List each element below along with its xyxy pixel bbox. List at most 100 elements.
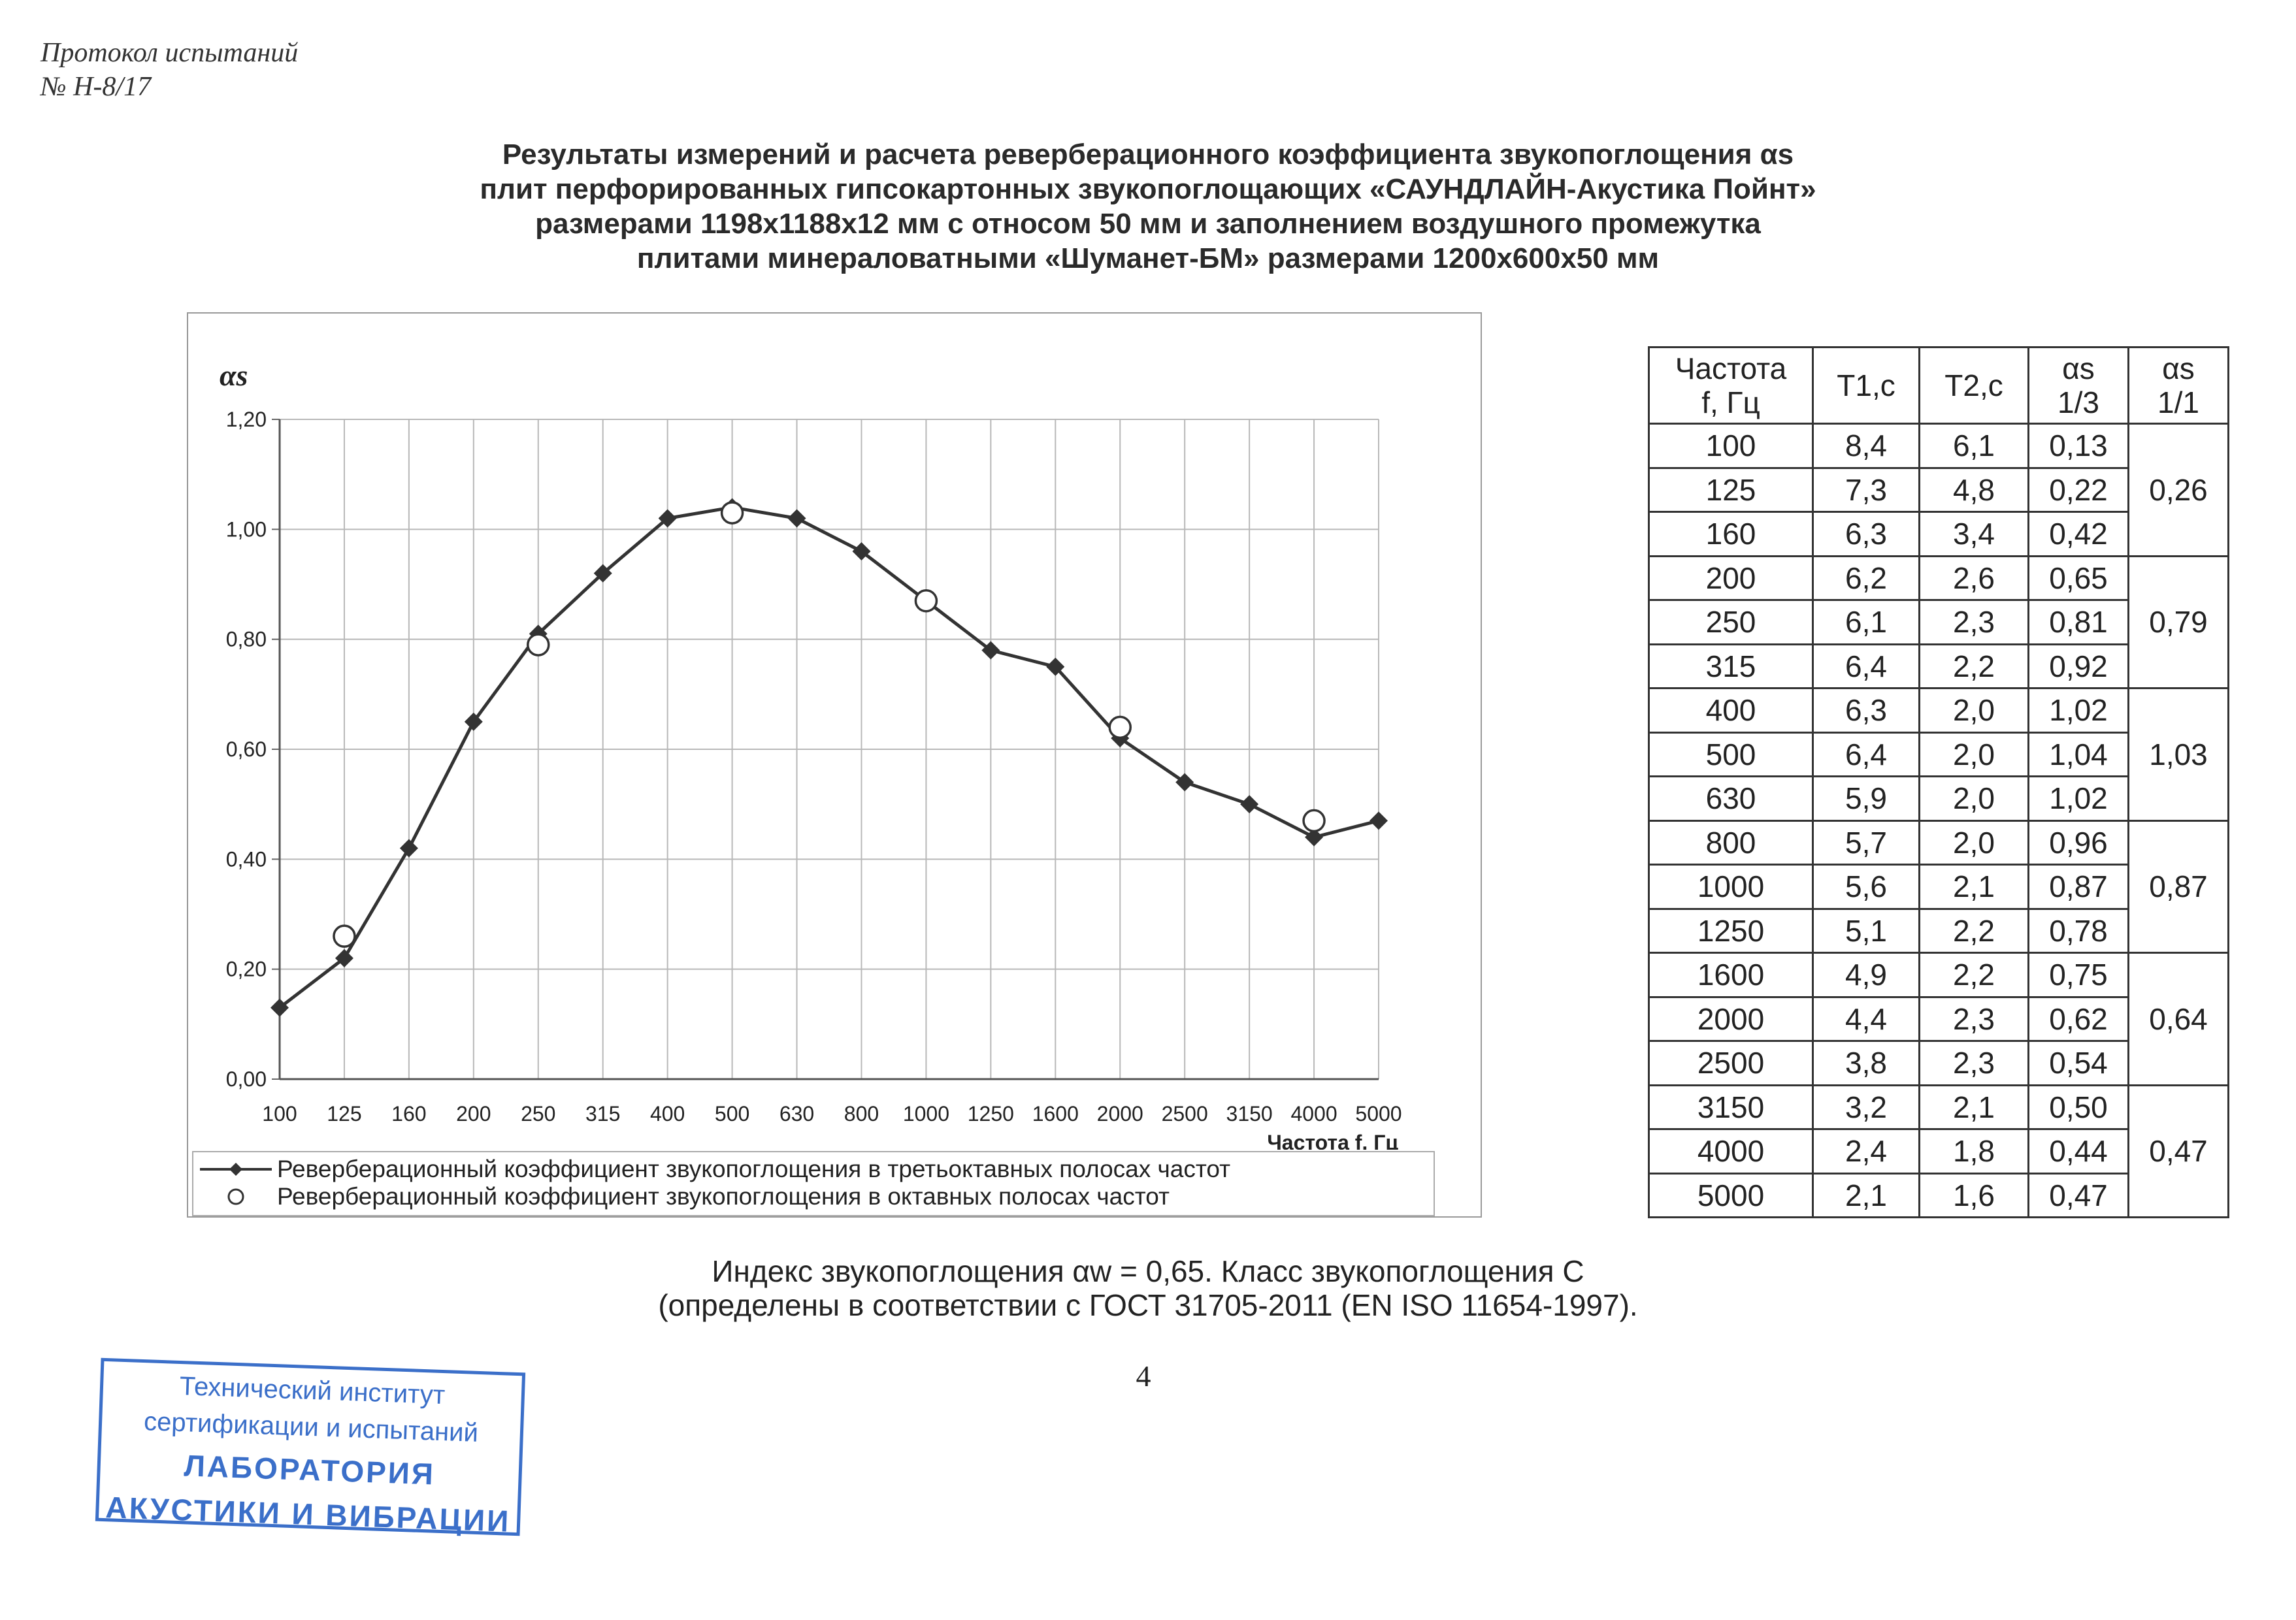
cell-t1: 5,1 xyxy=(1812,907,1920,954)
x-tick-label: 2500 xyxy=(1162,1102,1208,1126)
cell-alpha-third: 0,78 xyxy=(2027,907,2129,954)
data-point-third-octave xyxy=(593,564,612,583)
data-point-third-octave xyxy=(464,712,483,731)
cell-t2: 6,1 xyxy=(1918,423,2029,469)
data-point-octave xyxy=(333,924,356,948)
x-tick-label: 1000 xyxy=(903,1102,949,1126)
y-axis-label: αs xyxy=(220,359,248,392)
cell-t2: 2,3 xyxy=(1918,599,2029,645)
cell-alpha-third: 0,44 xyxy=(2027,1128,2129,1174)
cell-t2: 2,6 xyxy=(1918,555,2029,601)
table-row: 1000 5,6 2,1 0,87 xyxy=(1648,864,2229,910)
cell-t2: 1,6 xyxy=(1918,1172,2029,1218)
absorption-chart: 100 125 160 200 250 315 400 500 630 800 1000 1250 16… xyxy=(220,359,1402,1150)
cell-alpha-third: 1,04 xyxy=(2027,731,2129,777)
cell-alpha-third: 0,62 xyxy=(2027,996,2129,1042)
cell-t2: 3,4 xyxy=(1918,511,2029,557)
cell-frequency: 3150 xyxy=(1648,1084,1814,1130)
cell-t1: 6,3 xyxy=(1812,511,1920,557)
cell-frequency: 315 xyxy=(1648,643,1814,689)
title-line: плитами минераловатными «Шуманет-БМ» раз… xyxy=(636,242,1660,274)
cell-alpha-third: 0,54 xyxy=(2027,1040,2129,1086)
cell-frequency: 5000 xyxy=(1648,1172,1814,1218)
header-frequency: Частота f, Гц xyxy=(1648,346,1814,425)
standard-reference: (определены в соответствии с ГОСТ 31705-… xyxy=(658,1288,1638,1322)
cell-frequency: 500 xyxy=(1648,731,1814,777)
table-row: 500 6,4 2,0 1,04 xyxy=(1648,731,2229,777)
cell-t2: 2,0 xyxy=(1918,775,2029,822)
cell-t2: 2,0 xyxy=(1918,731,2029,777)
legend-label: Реверберационный коэффициент звукопоглощ… xyxy=(277,1183,1170,1210)
cell-frequency: 4000 xyxy=(1648,1128,1814,1174)
cell-t2: 2,2 xyxy=(1918,643,2029,689)
page-title: Результаты измерений и расчета ревербера… xyxy=(0,137,2296,276)
cell-frequency: 400 xyxy=(1648,687,1814,734)
table-row: 400 6,3 2,0 1,02 1,03 xyxy=(1648,687,2229,822)
data-point-third-octave xyxy=(787,509,806,528)
table-row: 200 6,2 2,6 0,65 0,79 xyxy=(1648,555,2229,689)
measurement-table: Частота f, Гц T1,c T2,c αs 1/3 αs 1/1 100 8,… xyxy=(1648,346,2229,1218)
cell-t2: 2,2 xyxy=(1918,907,2029,954)
x-tick-label: 250 xyxy=(521,1102,555,1126)
table-row: 1250 5,1 2,2 0,78 xyxy=(1648,907,2229,954)
table-row: 100 8,4 6,1 0,13 0,26 xyxy=(1648,423,2229,557)
legend-item-octave: Реверберационный коэффициент звукопоглощ… xyxy=(193,1182,1434,1211)
cell-alpha-third: 1,02 xyxy=(2027,775,2129,822)
data-point-third-octave xyxy=(658,509,677,528)
cell-t2: 2,1 xyxy=(1918,1084,2029,1130)
table-row: 315 6,4 2,2 0,92 xyxy=(1648,643,2229,689)
cell-frequency: 2500 xyxy=(1648,1040,1814,1086)
diamond-line-marker-icon xyxy=(200,1163,272,1176)
footer-note: Индекс звукопоглощения αw = 0,65. Класс … xyxy=(0,1254,2296,1322)
stamp-line: ЛАБОРАТОРИЯ xyxy=(183,1448,436,1491)
header-t2: T2,c xyxy=(1918,346,2029,425)
cell-alpha-third: 0,81 xyxy=(2027,599,2129,645)
x-tick-label: 4000 xyxy=(1290,1102,1337,1126)
x-tick-label: 800 xyxy=(844,1102,879,1126)
chart-frame: 100 125 160 200 250 315 400 500 630 800 1000 1250 16… xyxy=(187,312,1482,1218)
data-point-octave xyxy=(527,633,550,656)
cell-alpha-third: 0,96 xyxy=(2027,819,2129,866)
table-header-row: Частота f, Гц T1,c T2,c αs 1/3 αs 1/1 xyxy=(1648,346,2229,425)
cell-t1: 6,1 xyxy=(1812,599,1920,645)
x-tick-label: 315 xyxy=(585,1102,620,1126)
cell-t2: 1,8 xyxy=(1918,1128,2029,1174)
cell-t2: 2,0 xyxy=(1918,687,2029,734)
table-row: 3150 3,2 2,1 0,50 0,47 xyxy=(1648,1084,2229,1218)
x-tick-label: 125 xyxy=(327,1102,361,1126)
table-row: 125 7,3 4,8 0,22 xyxy=(1648,466,2229,513)
cell-frequency: 250 xyxy=(1648,599,1814,645)
y-tick-label: 0,60 xyxy=(226,737,267,761)
cell-alpha-octave: 1,03 xyxy=(2127,687,2229,822)
cell-t1: 6,3 xyxy=(1812,687,1920,734)
cell-t2: 4,8 xyxy=(1918,466,2029,513)
cell-alpha-third: 0,65 xyxy=(2027,555,2129,601)
table-row: 160 6,3 3,4 0,42 xyxy=(1648,511,2229,557)
cell-t1: 8,4 xyxy=(1812,423,1920,469)
cell-alpha-third: 0,92 xyxy=(2027,643,2129,689)
x-tick-label: 1600 xyxy=(1032,1102,1079,1126)
cell-frequency: 1000 xyxy=(1648,864,1814,910)
cell-frequency: 160 xyxy=(1648,511,1814,557)
header-alpha-third: αs 1/3 xyxy=(2027,346,2129,425)
cell-t2: 2,2 xyxy=(1918,952,2029,998)
table-row: 4000 2,4 1,8 0,44 xyxy=(1648,1128,2229,1174)
cell-alpha-octave: 0,87 xyxy=(2127,819,2229,954)
x-tick-label: 400 xyxy=(650,1102,685,1126)
cell-alpha-third: 0,87 xyxy=(2027,864,2129,910)
header-t1: T1,c xyxy=(1812,346,1920,425)
cell-alpha-third: 0,47 xyxy=(2027,1172,2129,1218)
cell-frequency: 125 xyxy=(1648,466,1814,513)
cell-t1: 5,7 xyxy=(1812,819,1920,866)
cell-t1: 5,9 xyxy=(1812,775,1920,822)
data-point-octave xyxy=(720,501,744,525)
data-point-octave xyxy=(1302,809,1326,833)
title-line: Результаты измерений и расчета ревербера… xyxy=(502,138,1794,170)
cell-frequency: 2000 xyxy=(1648,996,1814,1042)
cell-t1: 2,4 xyxy=(1812,1128,1920,1174)
data-point-third-octave xyxy=(1175,773,1194,792)
cell-alpha-octave: 0,47 xyxy=(2127,1084,2229,1218)
y-tick-label: 0,40 xyxy=(226,847,267,871)
cell-alpha-third: 0,50 xyxy=(2027,1084,2129,1130)
cell-t2: 2,1 xyxy=(1918,864,2029,910)
